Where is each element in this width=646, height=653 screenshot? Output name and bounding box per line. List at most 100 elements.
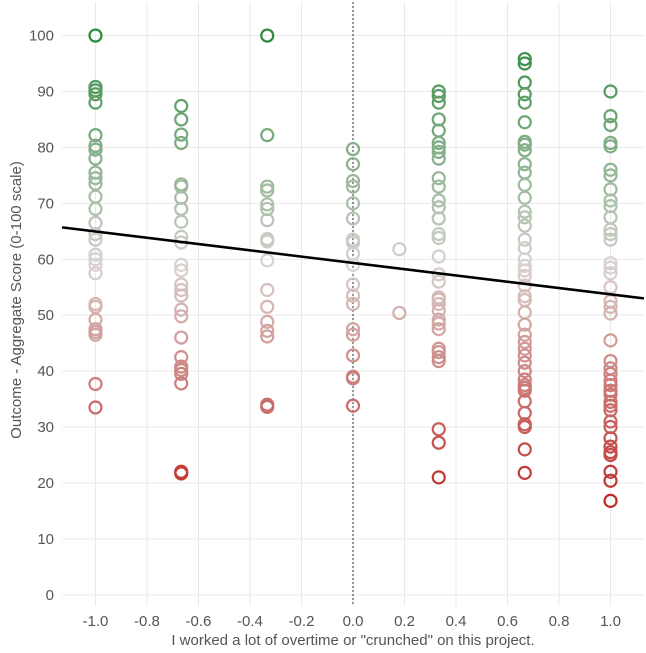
data-point [603, 394, 618, 409]
data-point [345, 141, 361, 157]
data-point [517, 289, 532, 304]
data-point [431, 322, 446, 337]
data-point [345, 157, 361, 172]
data-point [517, 137, 532, 152]
data-point [603, 398, 618, 413]
data-point [517, 51, 532, 67]
data-point [174, 135, 189, 151]
data-point [260, 314, 275, 329]
data-point [431, 312, 446, 327]
data-point [603, 464, 618, 479]
data-point [174, 288, 189, 303]
data-point [517, 95, 532, 110]
data-point [431, 344, 446, 360]
data-point [260, 282, 275, 298]
data-point [88, 142, 103, 157]
x-tick-label: 0.4 [446, 613, 467, 630]
y-tick-label: 90 [37, 83, 54, 100]
data-point [517, 364, 532, 379]
data-point [345, 348, 361, 363]
data-point [345, 173, 361, 189]
data-point [603, 447, 618, 463]
data-point [517, 204, 532, 219]
data-point [88, 226, 103, 242]
data-point [260, 213, 275, 228]
y-tick-label: 0 [46, 587, 54, 604]
data-point [603, 473, 618, 488]
y-tick-label: 30 [37, 419, 54, 436]
data-point [431, 151, 446, 166]
data-point [603, 232, 618, 247]
x-tick-label: 1.0 [600, 613, 621, 630]
x-axis-ticks: -1.0 -0.8 -0.6 -0.4 -0.2 0.0 0.2 0.4 0.6 0.8 1.0 [83, 613, 621, 630]
data-point [174, 466, 189, 481]
data-point [603, 373, 618, 388]
data-point [603, 162, 618, 177]
data-point [88, 201, 103, 217]
data-point [431, 435, 446, 450]
data-point [431, 144, 446, 159]
data-point [517, 190, 532, 205]
data-point [260, 399, 275, 415]
data-point [603, 139, 618, 154]
data-point [517, 87, 532, 102]
y-tick-label: 70 [37, 195, 54, 212]
data-point [431, 226, 446, 242]
data-point [260, 299, 275, 314]
data-point [431, 296, 446, 312]
data-point [517, 317, 532, 332]
data-point [517, 143, 532, 158]
data-point [603, 266, 618, 281]
data-point [431, 193, 446, 208]
data-point [88, 252, 103, 267]
data-point [174, 330, 189, 345]
data-point [88, 266, 103, 281]
y-tick-label: 100 [29, 28, 54, 45]
data-point [260, 183, 275, 198]
data-point [517, 263, 532, 278]
data-point [345, 211, 361, 226]
data-point [517, 465, 532, 480]
data-point [517, 258, 532, 274]
x-tick-label: 0.0 [343, 613, 364, 630]
y-tick-label: 40 [37, 363, 54, 380]
data-point [88, 327, 103, 342]
data-point [174, 257, 189, 272]
data-point [174, 214, 189, 229]
data-point [603, 84, 618, 99]
data-point [345, 179, 361, 194]
data-point [174, 112, 189, 127]
data-point [431, 249, 446, 264]
data-point [345, 296, 361, 312]
data-point [88, 151, 103, 166]
data-point [260, 253, 275, 268]
data-point [431, 470, 446, 485]
data-point [431, 422, 446, 437]
data-point [431, 316, 446, 331]
data-point [603, 299, 618, 314]
data-point [345, 398, 361, 413]
data-point [603, 168, 618, 183]
data-point [603, 260, 618, 275]
data-point [88, 232, 103, 247]
data-point [431, 230, 446, 246]
data-point [345, 327, 361, 342]
data-point [88, 257, 103, 272]
trend-line [61, 226, 645, 300]
data-point [517, 355, 532, 370]
y-tick-label: 80 [37, 139, 54, 156]
data-point [345, 371, 361, 386]
y-tick-label: 50 [37, 307, 54, 324]
data-point [517, 210, 532, 225]
data-point [431, 95, 446, 110]
data-point [517, 419, 532, 435]
data-point [392, 242, 407, 257]
data-point [517, 56, 532, 71]
data-point [88, 171, 103, 186]
y-tick-label: 20 [37, 475, 54, 492]
x-tick-label: -1.0 [83, 613, 109, 630]
data-point [174, 127, 189, 142]
data-point [88, 376, 103, 392]
x-axis-title: I worked a lot of overtime or "crunched"… [171, 632, 534, 649]
